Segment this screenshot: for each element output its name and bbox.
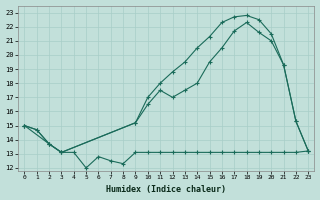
X-axis label: Humidex (Indice chaleur): Humidex (Indice chaleur) bbox=[106, 185, 226, 194]
